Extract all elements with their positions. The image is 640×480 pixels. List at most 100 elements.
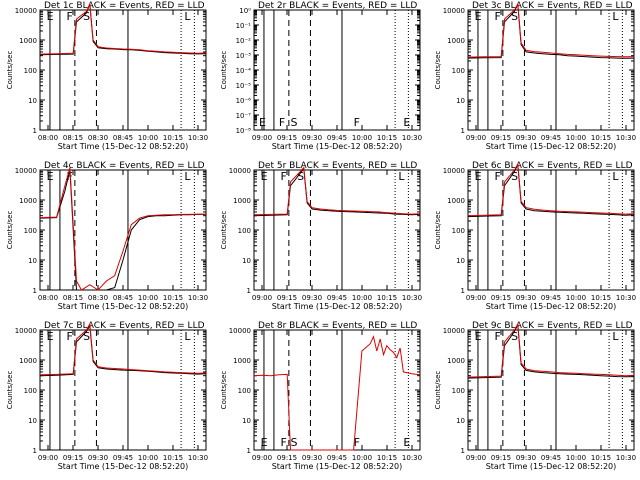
x-tick-label: 09:45 bbox=[327, 454, 347, 462]
x-tick-label: 10:30 bbox=[188, 454, 208, 462]
y-tick-label: 10000 bbox=[443, 327, 465, 335]
chart-panel-9: Det 9c BLACK = Events, RED = LLD 1 10 100 10… bbox=[434, 321, 636, 471]
marker-label: E bbox=[475, 330, 482, 343]
y-tick-label: 10⁻⁵ bbox=[236, 82, 252, 90]
series-line-lld bbox=[39, 322, 207, 376]
x-tick-label: 08:00 bbox=[38, 134, 58, 142]
marker-label: L bbox=[612, 330, 619, 343]
x-tick-label: 10:15 bbox=[163, 294, 183, 302]
x-tick-label: 09:30 bbox=[516, 454, 536, 462]
marker-label: F bbox=[495, 10, 501, 23]
marker-label: F bbox=[67, 170, 73, 183]
x-tick-label: 09:30 bbox=[302, 454, 322, 462]
x-tick-label: 10:00 bbox=[566, 454, 586, 462]
y-axis-label: Counts/sec bbox=[220, 211, 228, 250]
y-tick-label: 10 bbox=[28, 257, 37, 265]
marker-label: S bbox=[83, 10, 90, 23]
x-axis-label: Start Time (15-Dec-12 08:52:20) bbox=[486, 462, 617, 471]
marker-label: F bbox=[67, 330, 73, 343]
marker-label: S bbox=[297, 170, 304, 183]
x-tick-label: 09:30 bbox=[516, 294, 536, 302]
x-tick-label: 09:00 bbox=[466, 134, 486, 142]
x-tick-label: 10:15 bbox=[591, 454, 611, 462]
x-tick-label: 09:15 bbox=[491, 454, 511, 462]
x-tick-label: 08:00 bbox=[38, 294, 58, 302]
y-axis-label: Counts/sec bbox=[434, 371, 442, 410]
x-tick-label: 09:15 bbox=[63, 454, 83, 462]
x-tick-label: 10:00 bbox=[352, 294, 372, 302]
chart-panel-7: Det 7c BLACK = Events, RED = LLD 1 10 100 10… bbox=[6, 321, 208, 471]
x-tick-label: 08:15 bbox=[63, 134, 83, 142]
x-axis-label: Start Time (15-Dec-12 08:52:20) bbox=[272, 142, 403, 151]
y-tick-label: 10000 bbox=[443, 7, 465, 15]
x-axis-label: Start Time (15-Dec-12 08:52:20) bbox=[486, 302, 617, 311]
chart-title: Det 6c BLACK = Events, RED = LLD bbox=[472, 161, 633, 171]
y-tick-label: 10⁻¹ bbox=[236, 22, 252, 30]
x-tick-label: 09:00 bbox=[466, 454, 486, 462]
marker-label: E bbox=[403, 116, 410, 129]
y-axis-label: Counts/sec bbox=[434, 51, 442, 90]
marker-label: S bbox=[291, 116, 298, 129]
y-axis-label: Counts/sec bbox=[6, 211, 14, 250]
y-tick-label: 1000 bbox=[19, 357, 37, 365]
x-tick-label: 10:30 bbox=[616, 294, 636, 302]
chart-title: Det 8r BLACK = Events, RED = LLD bbox=[258, 321, 417, 331]
y-tick-label: 1 bbox=[33, 287, 37, 295]
chart-title: Det 7c BLACK = Events, RED = LLD bbox=[44, 321, 205, 331]
y-tick-label: 1000 bbox=[447, 37, 465, 45]
y-tick-label: 10 bbox=[242, 257, 251, 265]
y-tick-label: 10000 bbox=[443, 167, 465, 175]
x-tick-label: 09:15 bbox=[491, 294, 511, 302]
x-tick-label: 08:15 bbox=[63, 294, 83, 302]
marker-label: S bbox=[511, 10, 518, 23]
x-axis-label: Start Time (15-Dec-12 08:52:20) bbox=[58, 142, 189, 151]
x-tick-label: 10:15 bbox=[591, 134, 611, 142]
y-tick-label: 10000 bbox=[15, 327, 37, 335]
y-tick-label: 1 bbox=[461, 287, 465, 295]
x-tick-label: 09:30 bbox=[88, 454, 108, 462]
y-tick-label: 100 bbox=[238, 227, 251, 235]
y-tick-label: 10 bbox=[456, 417, 465, 425]
y-tick-label: 100 bbox=[24, 67, 37, 75]
x-tick-label: 09:00 bbox=[466, 294, 486, 302]
x-tick-label: 10:30 bbox=[616, 134, 636, 142]
x-tick-label: 10:00 bbox=[352, 454, 372, 462]
y-tick-label: 10⁻⁶ bbox=[236, 97, 252, 105]
chart-panel-3: Det 3c BLACK = Events, RED = LLD 1 10 100 10… bbox=[434, 1, 636, 151]
series-line-lld bbox=[253, 335, 421, 451]
y-tick-label: 1 bbox=[461, 127, 465, 135]
chart-panel-5: Det 5r BLACK = Events, RED = LLD 1 10 100 10… bbox=[220, 161, 422, 311]
y-tick-label: 100 bbox=[452, 67, 465, 75]
marker-label: F bbox=[67, 10, 73, 23]
x-tick-label: 09:30 bbox=[302, 294, 322, 302]
marker-label: E bbox=[261, 436, 268, 449]
x-tick-label: 08:30 bbox=[88, 294, 108, 302]
x-tick-label: 10:00 bbox=[138, 134, 158, 142]
x-tick-label: 10:00 bbox=[138, 294, 158, 302]
y-axis-label: Counts/sec bbox=[220, 371, 228, 410]
marker-label: L bbox=[184, 10, 191, 23]
y-tick-label: 10⁻⁴ bbox=[236, 67, 252, 75]
y-tick-label: 10000 bbox=[229, 167, 251, 175]
x-tick-label: 10:15 bbox=[377, 134, 397, 142]
x-tick-label: 09:15 bbox=[277, 294, 297, 302]
y-tick-label: 1 bbox=[33, 447, 37, 455]
y-tick-label: 10⁻⁷ bbox=[236, 112, 252, 120]
y-tick-label: 1 bbox=[247, 287, 251, 295]
chart-panel-1: Det 1c BLACK = Events, RED = LLD 1 10 100 10… bbox=[6, 1, 208, 151]
marker-label: F bbox=[281, 436, 287, 449]
x-axis-label: Start Time (15-Dec-12 08:52:20) bbox=[272, 302, 403, 311]
marker-label: F bbox=[495, 170, 501, 183]
y-tick-label: 100 bbox=[238, 387, 251, 395]
x-tick-label: 09:45 bbox=[541, 134, 561, 142]
y-axis-label: Counts/sec bbox=[6, 51, 14, 90]
x-tick-label: 08:30 bbox=[88, 134, 108, 142]
marker-label: F bbox=[354, 116, 360, 129]
x-tick-label: 10:15 bbox=[591, 294, 611, 302]
x-tick-label: 09:00 bbox=[252, 134, 272, 142]
series-line-lld bbox=[467, 2, 635, 58]
y-tick-label: 10000 bbox=[15, 167, 37, 175]
marker-label: F bbox=[279, 116, 285, 129]
x-tick-label: 10:30 bbox=[188, 134, 208, 142]
